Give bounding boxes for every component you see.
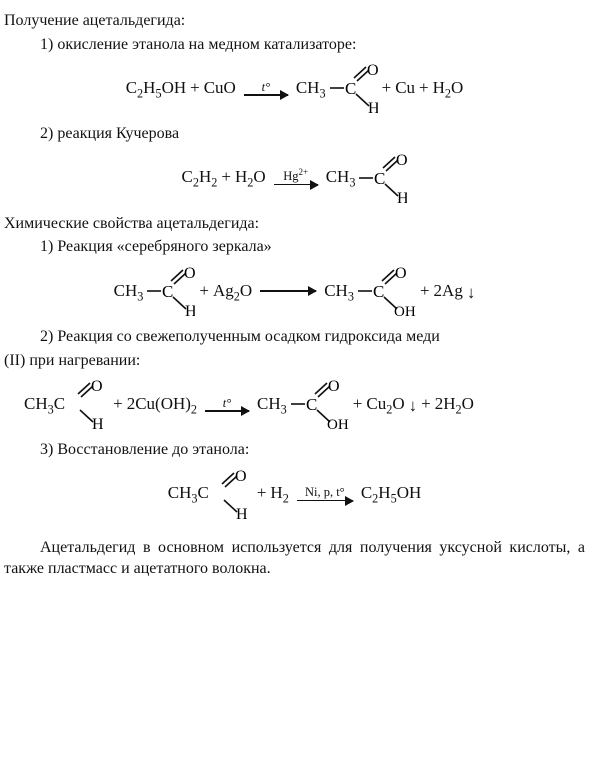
item-prop-2b: (II) при нагревании: [4,350,585,372]
reagent-ag2o: Ag2O [213,280,252,303]
reagent-h2: H2 [270,482,288,505]
product-ch3: CH3 [257,393,287,416]
cho-group-icon [147,266,195,316]
plus: + [382,77,392,100]
equation-4: CH3C + 2Cu(OH)2 t° CH3 + Cu2O↓ + 2H2O [4,379,585,429]
reagent-ch3c: CH3C [24,393,65,416]
reagent-ch3c: CH3C [168,482,209,505]
cho-tail-icon [213,469,253,519]
item-prop-1: 1) Реакция «серебряного зеркала» [4,236,585,258]
heading-preparation: Получение ацетальдегида: [4,10,585,32]
reagent-2cuoh2: 2Cu(OH)2 [127,393,197,416]
plus: + [353,393,363,416]
product-ch3: CH3 [296,77,326,100]
plus: + [419,77,429,100]
plus: + [113,393,123,416]
product-2h2o: 2H2O [435,393,474,416]
product-cu2o: Cu2O [366,393,404,416]
product-ch3: CH3 [326,166,356,189]
down-arrow-icon: ↓ [467,282,476,305]
equation-1: C2H5OH + CuO t° CH3 + Cu + H2O [4,63,585,113]
product-cu: Cu [395,77,415,100]
cho-group-icon [330,63,378,113]
cooh-group-icon [358,266,416,316]
arrow-label-t: t° [223,397,231,410]
arrow-heat: t° [205,397,249,412]
arrow-label-t: t° [262,81,270,94]
arrow-heat: t° [244,81,288,96]
arrow-plain [260,290,316,292]
equation-5: CH3C + H2 Ni, p, t° C2H5OH [4,469,585,519]
arrow-ni: Ni, p, t° [297,486,353,501]
arrow-label-hg: Hg2+ [283,170,308,183]
plus: + [221,166,231,189]
plus: + [420,280,430,303]
plus: + [421,393,431,416]
reagent-h2o: H2O [235,166,266,189]
item-prep-1: 1) окисление этанола на медном катализат… [4,34,585,56]
cooh-group-icon [291,379,349,429]
equation-2: C2H2 + H2O Hg2+ CH3 [4,153,585,203]
product-h2o: H2O [433,77,464,100]
reagent-ethanol: C2H5OH [126,77,186,100]
reagent-cuo: CuO [204,77,236,100]
equation-3: CH3 + Ag2O CH3 + 2Ag↓ [4,266,585,316]
plus: + [257,482,267,505]
reagent-c2h2: C2H2 [182,166,218,189]
item-prop-2a: 2) Реакция со свежеполученным осадком ги… [4,326,585,348]
arrow-hg: Hg2+ [274,170,318,185]
product-ch3: CH3 [324,280,354,303]
product-ethanol: C2H5OH [361,482,421,505]
item-prep-2: 2) реакция Кучерова [4,123,585,145]
item-prop-3: 3) Восстановление до этанола: [4,439,585,461]
plus: + [199,280,209,303]
product-2ag: 2Ag [434,280,463,303]
heading-properties: Химические свойства ацетальдегида: [4,213,585,235]
cho-group-icon [359,153,407,203]
footer-paragraph: Ацетальдегид в основном используется для… [4,537,585,580]
arrow-label-ni: Ni, p, t° [305,486,345,499]
reagent-ch3: CH3 [114,280,144,303]
down-arrow-icon: ↓ [409,395,418,418]
cho-tail-icon [69,379,109,429]
plus: + [190,77,200,100]
